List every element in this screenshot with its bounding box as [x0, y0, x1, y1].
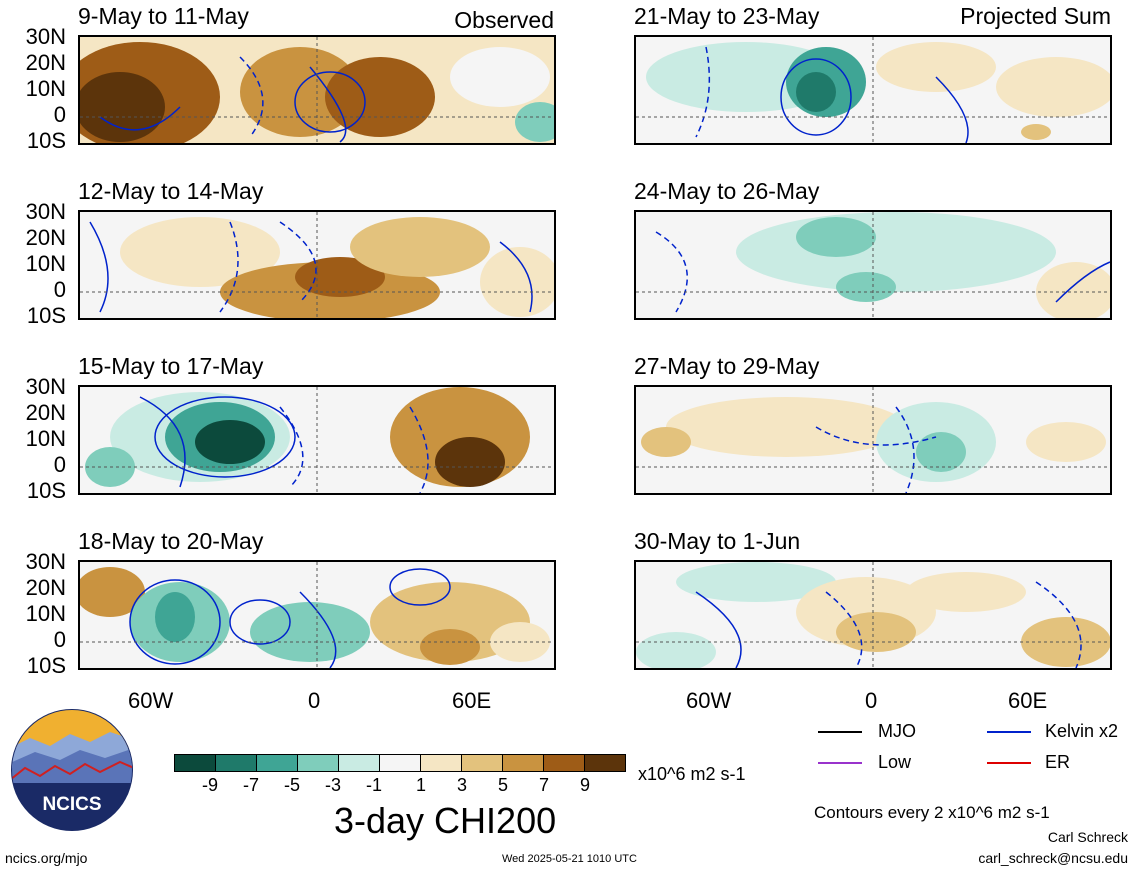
contour-note: Contours every 2 x10^6 m2 s-1	[814, 803, 1050, 822]
colorbar-tick: -9	[202, 775, 219, 795]
lat-label: 10S	[26, 303, 66, 328]
colorbar-cell	[174, 754, 216, 772]
colorbar-cell	[297, 754, 339, 772]
lat-label: 10N	[25, 426, 66, 451]
lat-label: 0	[53, 627, 66, 652]
lat-label: 30N	[25, 549, 66, 574]
colorbar-cell	[584, 754, 626, 772]
map-panel-obs-4	[78, 560, 556, 670]
panel-title: 21-May to 23-May	[634, 3, 820, 29]
lon-label: 0	[865, 688, 878, 713]
map-panel-proj-1	[634, 35, 1112, 145]
colorbar-tick: 5	[498, 775, 509, 795]
panel-title: 15-May to 17-May	[78, 353, 264, 379]
colorbar-cell	[379, 754, 421, 772]
map-panel-obs-3	[78, 385, 556, 495]
legend-line-er	[987, 762, 1031, 764]
lat-label: 20N	[25, 50, 66, 75]
lat-label: 20N	[25, 575, 66, 600]
colorbar-tick: 9	[580, 775, 591, 795]
colorbar-units: x10^6 m2 s-1	[638, 764, 746, 784]
lat-label: 0	[53, 277, 66, 302]
map-panel-obs-2	[78, 210, 556, 320]
panel-title: 24-May to 26-May	[634, 178, 820, 204]
colorbar-tick: 1	[416, 775, 427, 795]
map-panel-proj-4	[634, 560, 1112, 670]
lat-label: 10S	[26, 653, 66, 678]
lon-label: 60W	[128, 688, 174, 713]
legend-label-kelvin: Kelvin x2	[1045, 721, 1119, 741]
map-panel-proj-3	[634, 385, 1112, 495]
lon-label: 60E	[1008, 688, 1048, 713]
colorbar-tick: -7	[243, 775, 260, 795]
colorbar	[174, 754, 626, 772]
colorbar-cell	[338, 754, 380, 772]
legend-line-kelvin	[987, 731, 1031, 733]
lat-label: 10N	[25, 76, 66, 101]
lat-label: 30N	[25, 24, 66, 49]
colorbar-tick: 3	[457, 775, 468, 795]
projected-label: Projected Sum	[960, 3, 1111, 29]
observed-label: Observed	[454, 7, 554, 33]
lat-label: 0	[53, 452, 66, 477]
lon-label: 0	[308, 688, 321, 713]
colorbar-cell	[461, 754, 503, 772]
colorbar-cell	[420, 754, 462, 772]
colorbar-cell	[502, 754, 544, 772]
legend-line-low	[818, 762, 862, 764]
lat-label: 30N	[25, 199, 66, 224]
legend-line-mjo	[818, 731, 862, 733]
lat-label: 10N	[25, 251, 66, 276]
lat-label: 10S	[26, 478, 66, 503]
colorbar-tick: 7	[539, 775, 550, 795]
panel-title: 18-May to 20-May	[78, 528, 264, 554]
lat-label: 10S	[26, 128, 66, 153]
author-email: carl_schreck@ncsu.edu	[978, 850, 1128, 866]
lon-label: 60E	[452, 688, 492, 713]
site-link[interactable]: ncics.org/mjo	[5, 850, 88, 866]
colorbar-cell	[215, 754, 257, 772]
lat-label: 0	[53, 102, 66, 127]
lat-label: 10N	[25, 601, 66, 626]
colorbar-tick: -5	[284, 775, 301, 795]
panel-title: 30-May to 1-Jun	[634, 528, 801, 554]
colorbar-tick: -3	[325, 775, 342, 795]
logo-text: NCICS	[42, 794, 101, 815]
map-panel-proj-2	[634, 210, 1112, 320]
timestamp: Wed 2025-05-21 1010 UTC	[502, 853, 637, 865]
panel-title: 27-May to 29-May	[634, 353, 820, 379]
colorbar-tick: -1	[366, 775, 383, 795]
colorbar-cell	[543, 754, 585, 772]
panel-title: 12-May to 14-May	[78, 178, 264, 204]
author-name: Carl Schreck	[1047, 829, 1128, 845]
legend-label-low: Low	[878, 752, 912, 772]
panel-title: 9-May to 11-May	[78, 3, 249, 29]
lat-label: 20N	[25, 400, 66, 425]
lat-label: 30N	[25, 374, 66, 399]
lon-label: 60W	[686, 688, 732, 713]
lat-label: 20N	[25, 225, 66, 250]
legend-label-er: ER	[1045, 752, 1071, 772]
colorbar-cell	[256, 754, 298, 772]
legend-label-mjo: MJO	[878, 721, 916, 741]
colorbar-title: 3-day CHI200	[334, 800, 557, 841]
ncics-logo: NCICS	[10, 708, 134, 832]
map-panel-obs-1	[78, 35, 556, 145]
